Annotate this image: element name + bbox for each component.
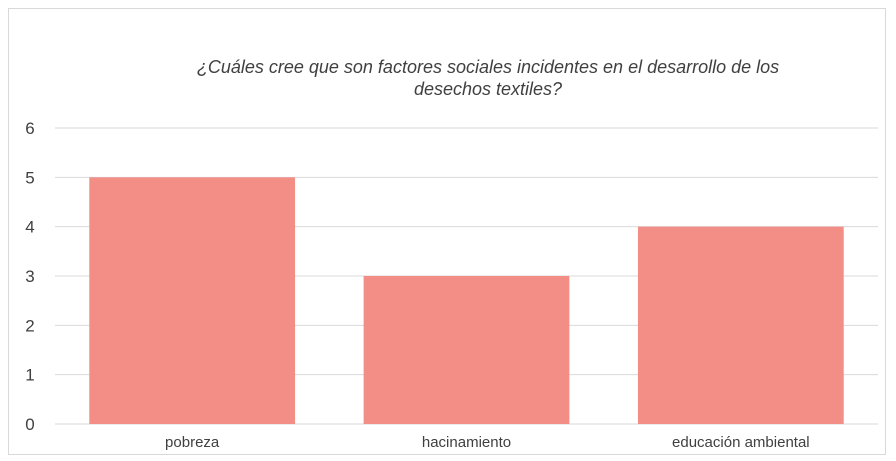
y-axis-ticks: 0 1 2 3 4 5 6: [25, 119, 34, 434]
y-tick-label: 6: [25, 119, 34, 138]
y-tick-label: 5: [25, 168, 34, 187]
y-tick-label: 1: [25, 366, 34, 385]
bar-1: [363, 276, 570, 424]
y-tick-label: 2: [25, 316, 34, 335]
bar-2: [637, 226, 844, 424]
y-tick-label: 4: [25, 218, 34, 237]
y-tick-label: 3: [25, 267, 34, 286]
chart-title-line-2: desechos textiles?: [414, 79, 562, 99]
bar-0: [89, 177, 296, 424]
x-category-label: educación ambiental: [672, 434, 810, 451]
x-category-label: hacinamiento: [422, 434, 511, 451]
x-axis-categories: pobreza hacinamiento educación ambiental: [165, 434, 810, 451]
bars: [89, 177, 844, 424]
y-tick-label: 0: [25, 415, 34, 434]
x-category-label: pobreza: [165, 434, 220, 451]
chart-title-line-1: ¿Cuáles cree que son factores sociales i…: [197, 57, 779, 77]
